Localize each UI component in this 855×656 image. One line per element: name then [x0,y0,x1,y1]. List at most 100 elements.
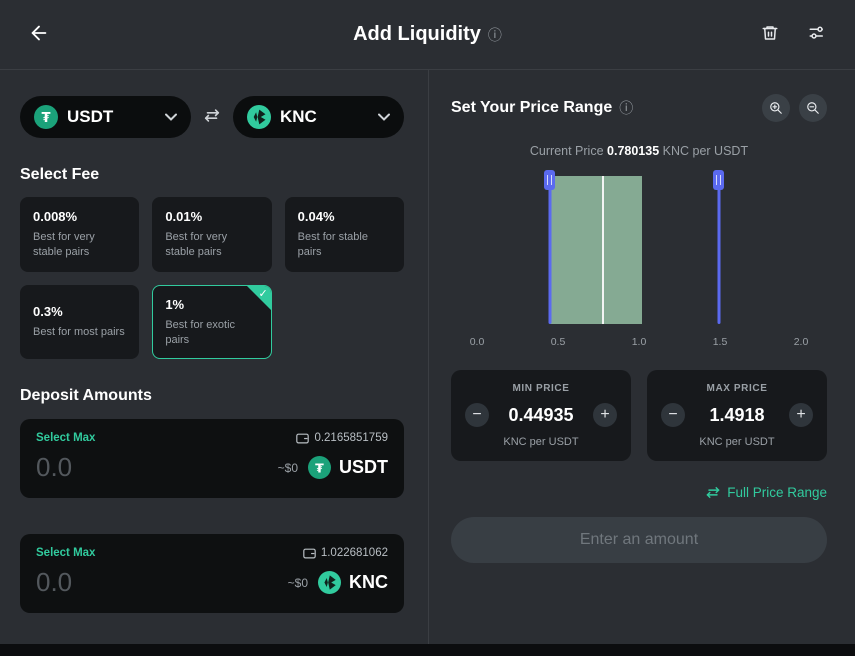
chevron-down-icon [165,113,177,121]
wallet-icon [303,547,316,559]
min-price-value: 0.44935 [508,404,574,425]
swap-tokens-button[interactable] [201,108,223,126]
trash-icon [761,23,779,46]
fee-desc: Best for very stable pairs [165,231,228,258]
max-price-increment-button[interactable]: + [789,403,813,427]
max-price-label: MAX PRICE [706,383,768,394]
current-price-value: 0.780135 [607,144,660,158]
current-price-line: Current Price 0.780135 KNC per USDT [451,144,827,158]
amount-input-usdt[interactable] [36,452,186,484]
fee-rate: 1% [165,296,185,312]
fee-options-grid: 0.008% Best for very stable pairs 0.01% … [20,197,404,360]
info-icon[interactable]: ⓘ [487,26,502,43]
price-range-heading: Set Your Price Range [451,99,613,116]
balance-value: 1.022681062 [320,547,388,560]
wallet-balance-knc[interactable]: 1.022681062 [303,547,388,559]
svg-text:₮: ₮ [41,111,50,126]
zoom-in-button[interactable] [762,94,790,122]
fee-tile-004[interactable]: 0.04% Best for stable pairs [284,197,404,272]
min-price-decrement-button[interactable]: − [465,403,489,427]
current-price-label: Current Price [529,144,604,158]
deposit-card-usdt: Select Max 0.2165851759 ~$0 ₮ USDT [20,419,404,499]
wallet-balance-usdt[interactable]: 0.2165851759 [296,432,388,444]
clear-all-button[interactable] [761,23,779,46]
select-fee-heading: Select Fee [20,166,100,183]
axis-tick: 1.5 [712,336,728,348]
price-range-chart: 0.0 0.5 1.0 1.5 2.0 [455,170,823,350]
usdt-token-icon: ₮ [34,105,58,129]
axis-tick: 0.0 [469,336,485,348]
fee-desc: Best for very stable pairs [33,231,95,258]
axis-tick: 2.0 [793,336,809,348]
drag-handle-icon[interactable] [544,170,556,190]
fee-rate: 0.01% [165,209,203,224]
deposit-card-knc: Select Max 1.022681062 ~$0 KNC [20,534,404,614]
max-price-box: MAX PRICE − 1.4918 + KNC per USDT [647,370,827,461]
zoom-out-button[interactable] [799,94,827,122]
check-icon: ✓ [258,287,268,300]
max-price-handle[interactable] [713,170,725,324]
fee-rate: 0.3% [33,304,63,320]
selected-range-fill [549,176,643,324]
full-price-range-label: Full Price Range [727,485,827,500]
min-price-unit: KNC per USDT [503,436,579,448]
max-price-decrement-button[interactable]: − [661,403,685,427]
zoom-out-icon [806,101,820,115]
left-panel: ₮ USDT KNC S [0,70,429,644]
token-b-select[interactable]: KNC [233,96,404,138]
deposit-amounts-heading: Deposit Amounts [20,387,152,405]
fee-desc: Best for most pairs [33,326,125,339]
price-range-panel: Set Your Price Range ⓘ Current Price 0.7… [429,70,855,644]
bottom-strip [0,644,855,656]
chart-plot-area [477,170,801,324]
select-max-button[interactable]: Select Max [36,432,96,445]
axis-tick: 0.5 [550,336,566,348]
zoom-in-icon [769,101,783,115]
balance-value: 0.2165851759 [314,432,388,445]
fee-tile-001[interactable]: 0.01% Best for very stable pairs [152,197,272,272]
fee-desc: Best for stable pairs [297,231,368,258]
sliders-icon [807,24,827,45]
fee-rate: 0.04% [297,209,335,224]
arrow-left-icon [28,22,50,47]
knc-token-icon [247,105,271,129]
svg-text:₮: ₮ [315,461,324,476]
fee-rate: 0.008% [33,209,78,224]
fee-desc: Best for exotic pairs [165,318,236,346]
deposit-token-symbol: USDT [339,457,388,478]
knc-token-icon [318,571,341,595]
min-price-increment-button[interactable]: + [592,403,617,427]
full-price-range-button[interactable]: Full Price Range [705,485,827,500]
usd-estimate: ~$0 [287,575,308,590]
swap-arrows-icon [203,108,221,126]
current-price-marker [602,176,605,324]
min-price-box: MIN PRICE − 0.44935 + KNC per USDT [451,370,631,461]
select-max-button[interactable]: Select Max [36,547,96,560]
fee-tile-1-selected[interactable]: 1% Best for exotic pairs ✓ [152,284,272,360]
usd-estimate: ~$0 [277,460,298,475]
current-price-unit: KNC per USDT [662,144,749,158]
page-title: Add Liquidity [353,23,481,45]
settings-button[interactable] [807,24,827,45]
min-price-label: MIN PRICE [512,383,570,394]
enter-amount-button[interactable]: Enter an amount [451,517,827,563]
back-button[interactable] [28,22,50,47]
min-price-handle[interactable] [544,170,556,324]
token-pair-row: ₮ USDT KNC [20,96,404,138]
axis-tick: 1.0 [631,336,647,348]
drag-handle-icon[interactable] [713,170,725,190]
info-icon[interactable]: ⓘ [619,100,634,116]
fee-tile-03[interactable]: 0.3% Best for most pairs [20,284,140,360]
swap-arrows-icon [705,486,721,499]
header: Add Liquidity ⓘ [0,0,855,70]
fee-tile-0008[interactable]: 0.008% Best for very stable pairs [20,197,140,272]
chevron-down-icon [378,113,390,121]
usdt-token-icon: ₮ [308,456,331,480]
max-price-value: 1.4918 [709,404,765,425]
token-a-symbol: USDT [67,107,114,126]
wallet-icon [296,432,310,444]
token-a-select[interactable]: ₮ USDT [20,96,191,138]
max-price-unit: KNC per USDT [699,436,775,448]
selected-corner [245,285,271,311]
amount-input-knc[interactable] [36,567,186,599]
